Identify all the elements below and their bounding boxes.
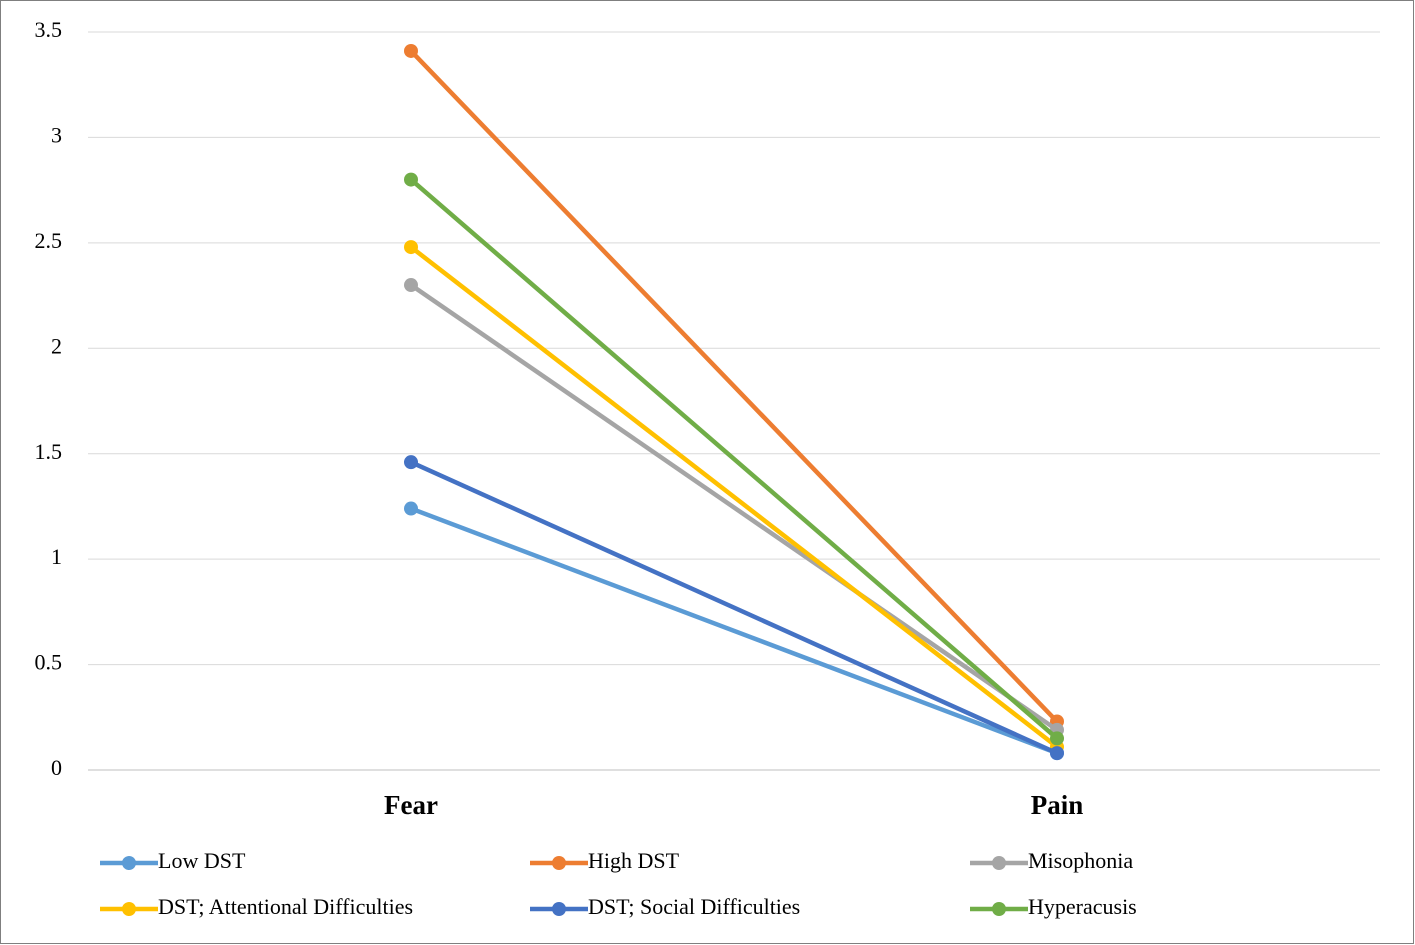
legend-marker <box>552 856 566 870</box>
series-line <box>410 460 1058 756</box>
data-point <box>404 43 418 58</box>
legend-marker <box>992 856 1006 870</box>
y-tick-label: 0.5 <box>35 650 63 675</box>
y-tick-label: 0 <box>51 755 62 780</box>
data-point <box>1050 731 1064 746</box>
legend-label: Misophonia <box>1028 848 1133 873</box>
legend-label: DST; Social Difficulties <box>588 894 800 919</box>
data-point <box>404 172 418 187</box>
x-tick-label: Fear <box>384 790 438 820</box>
y-tick-label: 1 <box>51 544 62 569</box>
legend-label: Low DST <box>158 848 246 873</box>
x-tick-label: Pain <box>1031 790 1084 820</box>
legend-marker <box>122 902 136 916</box>
legend-label: High DST <box>588 848 680 873</box>
data-point <box>404 455 418 470</box>
y-tick-label: 2.5 <box>35 228 63 253</box>
legend-marker <box>122 856 136 870</box>
series-line <box>409 177 1059 741</box>
series-line <box>409 49 1059 724</box>
data-point <box>404 278 418 293</box>
y-tick-label: 1.5 <box>35 439 63 464</box>
y-tick-label: 2 <box>51 333 62 358</box>
legend-marker <box>992 902 1006 916</box>
series-line <box>409 245 1059 749</box>
legend-label: Hyperacusis <box>1028 894 1137 919</box>
legend-label: DST; Attentional Difficulties <box>158 894 413 919</box>
series-line <box>410 506 1058 756</box>
data-point <box>404 501 418 516</box>
data-point <box>1050 746 1064 761</box>
data-point <box>404 240 418 255</box>
series-line <box>409 283 1059 732</box>
y-tick-label: 3.5 <box>35 17 63 42</box>
y-tick-label: 3 <box>51 122 62 147</box>
legend-marker <box>552 902 566 916</box>
